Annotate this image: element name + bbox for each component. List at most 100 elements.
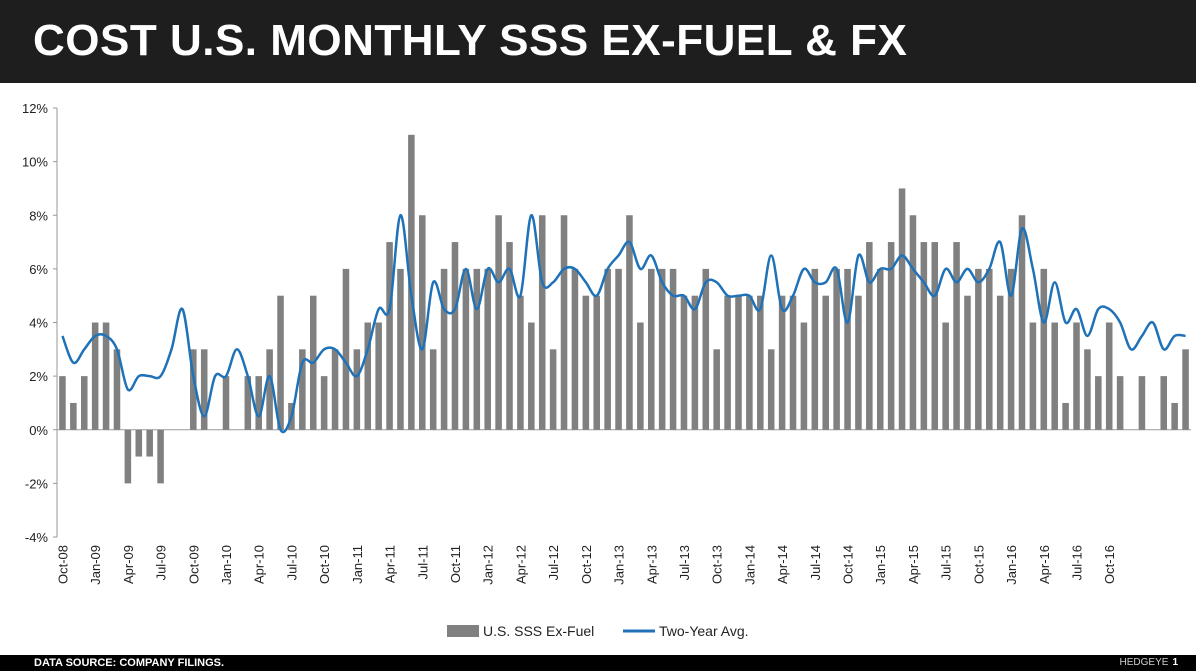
- bar-mark: [691, 295, 699, 430]
- x-tick-label: Jan-10: [219, 545, 234, 585]
- bar-mark: [320, 376, 328, 430]
- bar-mark: [746, 295, 753, 430]
- bar-mark: [713, 349, 720, 430]
- legend-bar-swatch: [447, 625, 479, 637]
- bar-mark: [647, 268, 655, 430]
- bar-mark: [866, 242, 873, 430]
- x-tick-label: Jan-12: [481, 545, 496, 585]
- bar-mark: [408, 134, 415, 430]
- brand-name: HEDGEYE: [1119, 657, 1169, 668]
- bar-mark: [429, 349, 437, 430]
- data-source-note: DATA SOURCE: COMPANY FILINGS.: [34, 657, 225, 669]
- x-tick-label: Jul-12: [546, 545, 561, 580]
- bar-mark: [757, 295, 764, 430]
- bar-mark: [1040, 268, 1048, 430]
- bar-mark: [724, 295, 731, 430]
- bar-mark: [800, 322, 808, 430]
- x-tick-label: Apr-13: [644, 545, 659, 584]
- bar-mark: [876, 268, 884, 430]
- bar-mark: [1029, 322, 1037, 430]
- x-tick-label: Jan-14: [742, 545, 757, 585]
- bar-mark: [735, 295, 742, 430]
- y-tick-label: -2%: [25, 476, 49, 491]
- bar-mark: [778, 295, 786, 430]
- x-tick-label: Oct-10: [317, 545, 332, 584]
- x-tick-label: Jan-15: [873, 545, 888, 585]
- bar-mark: [789, 295, 797, 430]
- bar-mark: [1062, 402, 1069, 430]
- bar-mark: [1171, 402, 1178, 430]
- y-tick-label: 0%: [29, 423, 48, 438]
- y-tick-label: -4%: [25, 530, 49, 545]
- bar-mark: [1051, 322, 1058, 430]
- title-bar: COST U.S. MONTHLY SSS EX-FUEL & FX: [0, 0, 1196, 83]
- bar-mark: [342, 268, 350, 430]
- bar-mark: [135, 429, 143, 457]
- bar-mark: [146, 429, 153, 457]
- bar-mark: [190, 349, 197, 430]
- bar-mark: [669, 268, 677, 430]
- bar-mark: [1007, 268, 1015, 430]
- x-tick-label: Oct-08: [55, 545, 70, 584]
- bar-mark: [920, 242, 928, 430]
- bar-mark: [680, 295, 688, 430]
- bar-mark: [419, 215, 426, 430]
- chart: 12% 10% 8% 6% 4% 2% 0% -2% -4% Oct-08 Jan-09 Apr-0…: [22, 101, 1191, 639]
- x-tick-label: Jan-13: [612, 545, 627, 585]
- bar-mark: [942, 322, 949, 430]
- bar-mark: [244, 376, 252, 430]
- bar-mark: [255, 376, 262, 430]
- x-tick-label: Jan-16: [1004, 545, 1019, 585]
- x-tick-label: Apr-15: [906, 545, 921, 584]
- bar-mark: [517, 295, 524, 430]
- bar-mark: [331, 349, 339, 430]
- x-axis-labels: Oct-08 Jan-09 Apr-09 Jul-09 Oct-09 Jan-10 Apr-…: [55, 545, 1117, 585]
- x-tick-label: Apr-09: [121, 545, 136, 584]
- bar-mark: [615, 268, 622, 430]
- x-tick-label: Jul-11: [415, 545, 430, 579]
- bar-mark: [1105, 322, 1113, 430]
- bar-mark: [909, 215, 917, 430]
- bar-mark: [1084, 349, 1091, 430]
- page-number: 1: [1172, 657, 1178, 668]
- bar-mark: [80, 376, 88, 430]
- bar-mark: [604, 268, 611, 430]
- bar-mark: [353, 349, 361, 430]
- legend: U.S. SSS Ex-Fuel Two-Year Avg.: [447, 623, 749, 639]
- x-tick-label: Apr-14: [775, 545, 790, 584]
- x-tick-label: Oct-12: [579, 545, 594, 584]
- bar-mark: [200, 349, 208, 430]
- bar-mark: [473, 268, 481, 430]
- x-tick-label: Oct-16: [1102, 545, 1117, 584]
- legend-line-label: Two-Year Avg.: [659, 623, 749, 639]
- x-tick-label: Apr-10: [252, 545, 267, 584]
- x-tick-label: Oct-11: [448, 545, 463, 583]
- bar-mark: [157, 429, 164, 484]
- bar-mark: [364, 322, 372, 430]
- brand-mark: HEDGEYE 1: [1120, 657, 1178, 668]
- bar-mark: [386, 242, 393, 430]
- bar-mark: [953, 242, 960, 430]
- y-tick-label: 2%: [29, 369, 48, 384]
- bar-mark: [59, 376, 66, 430]
- bar-mark: [844, 268, 851, 430]
- bar-mark: [767, 349, 775, 430]
- bar-mark: [397, 268, 404, 430]
- y-tick-label: 4%: [29, 316, 48, 331]
- bar-series: [59, 134, 1189, 484]
- footer-bar: DATA SOURCE: COMPANY FILINGS. HEDGEYE 1: [0, 655, 1196, 671]
- bar-mark: [560, 215, 568, 430]
- bar-mark: [266, 349, 273, 430]
- x-tick-label: Jul-09: [154, 545, 169, 580]
- bar-mark: [299, 349, 306, 430]
- bar-mark: [1160, 376, 1168, 430]
- bar-mark: [506, 242, 513, 430]
- x-tick-label: Apr-12: [513, 545, 528, 584]
- bar-mark: [658, 268, 666, 430]
- bar-mark: [528, 322, 535, 430]
- bar-mark: [375, 322, 382, 430]
- bar-mark: [462, 268, 470, 430]
- x-tick-label: Jan-09: [88, 545, 103, 585]
- line-series: [61, 213, 1186, 434]
- x-tick-label: Jan-11: [350, 545, 365, 584]
